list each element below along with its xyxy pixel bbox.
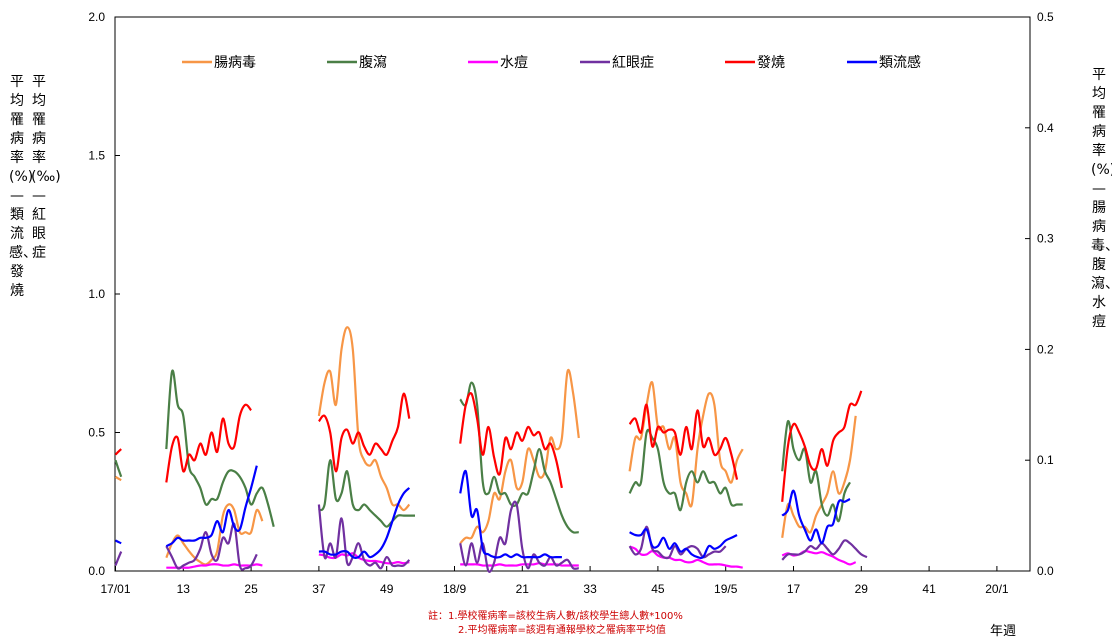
series-lines (114, 326, 868, 573)
series-line-4 (165, 403, 252, 483)
left-axis-label-ili-fever: 平均罹病率(%)—類流感、發燒 (9, 74, 37, 299)
series-line-2 (781, 549, 857, 566)
series-line-0 (114, 475, 122, 482)
series-line-5 (114, 539, 122, 545)
series-line-3 (317, 504, 411, 570)
x-tick-label: 37 (312, 582, 326, 596)
series-line-4 (318, 392, 411, 473)
x-tick-label: 41 (922, 582, 936, 596)
series-line-4 (628, 403, 739, 480)
series-line-5 (165, 465, 258, 548)
y-right-tick-label: 0.2 (1037, 342, 1054, 356)
x-tick-label: 21 (516, 582, 530, 596)
y-right-tick-label: 0.1 (1037, 453, 1054, 467)
x-tick-label: 33 (583, 582, 597, 596)
series-line-3 (114, 551, 123, 566)
series-line-1 (318, 459, 415, 528)
series-line-5 (459, 469, 562, 559)
series-line-0 (628, 381, 744, 508)
series-line-5 (318, 487, 411, 559)
footnote-1: 註：1.學校罹病率=該校生病人數/該校學生總人數*100% (428, 611, 683, 622)
legend-label: 腸病毒 (214, 55, 256, 71)
x-axis-label: 年週 (990, 624, 1017, 639)
x-tick-label: 49 (380, 582, 394, 596)
series-line-1 (781, 420, 851, 523)
y-left-tick-label: 0.0 (88, 564, 105, 578)
legend-label: 水痘 (500, 55, 528, 71)
y-right-tick-label: 0.3 (1037, 232, 1054, 246)
legend-label: 發燒 (757, 55, 785, 71)
series-line-3 (628, 525, 727, 560)
series-line-2 (166, 563, 263, 569)
right-axis-label: 平均罹病率(%)—腸病毒、腹瀉、水痘 (1091, 67, 1112, 330)
x-tick-label: 29 (855, 582, 869, 596)
legend: 腸病毒 腹瀉 水痘 紅眼症 發燒 類流感 (182, 54, 921, 71)
series-line-3 (165, 522, 258, 571)
y-left-tick-label: 0.5 (88, 426, 105, 440)
y-left-tick-label: 2.0 (88, 10, 105, 24)
legend-label: 腹瀉 (359, 54, 387, 71)
y-right-tick-label: 0.5 (1037, 10, 1054, 24)
legend-label: 類流感 (879, 54, 921, 71)
left-axis-label-conjunctivitis: 平均罹病率(‰)—紅眼症 (31, 74, 61, 261)
x-tick-label: 19/5 (714, 582, 738, 596)
series-line-5 (781, 489, 851, 545)
x-tick-label: 20/1 (985, 582, 1009, 596)
series-line-4 (114, 448, 122, 456)
x-tick-label: 45 (651, 582, 665, 596)
footnote-2: 2.平均罹病率=該週有通報學校之罹病率平均值 (458, 625, 666, 636)
series-line-3 (781, 539, 868, 561)
y-left-tick-label: 1.5 (88, 149, 105, 163)
series-line-1 (628, 428, 743, 512)
x-tick-label: 17/01 (100, 582, 130, 596)
series-line-0 (165, 503, 264, 566)
x-tick-label: 25 (244, 582, 258, 596)
series-line-1 (114, 459, 123, 478)
series-line-0 (317, 326, 411, 512)
series-line-3 (459, 500, 579, 573)
x-tick-label: 13 (177, 582, 191, 596)
series-line-4 (781, 390, 863, 502)
series-line-5 (629, 528, 738, 560)
y-right-tick-label: 0.4 (1037, 121, 1054, 135)
plot-frame (114, 16, 1031, 572)
x-tick-label: 17 (787, 582, 801, 596)
legend-label: 紅眼症 (612, 55, 654, 71)
x-tick-label: 18/9 (443, 582, 467, 596)
series-line-1 (165, 369, 275, 527)
series-line-0 (781, 415, 857, 538)
y-right-tick-label: 0.0 (1037, 564, 1054, 578)
series-line-4 (459, 392, 563, 489)
series-line-2 (629, 545, 743, 569)
axis-ticks: 0.0 0.5 1.0 1.5 2.0 0.0 0.1 0.2 0.3 0.4 0.5 17/01 13… (88, 10, 1054, 596)
y-left-tick-label: 1.0 (88, 287, 105, 301)
